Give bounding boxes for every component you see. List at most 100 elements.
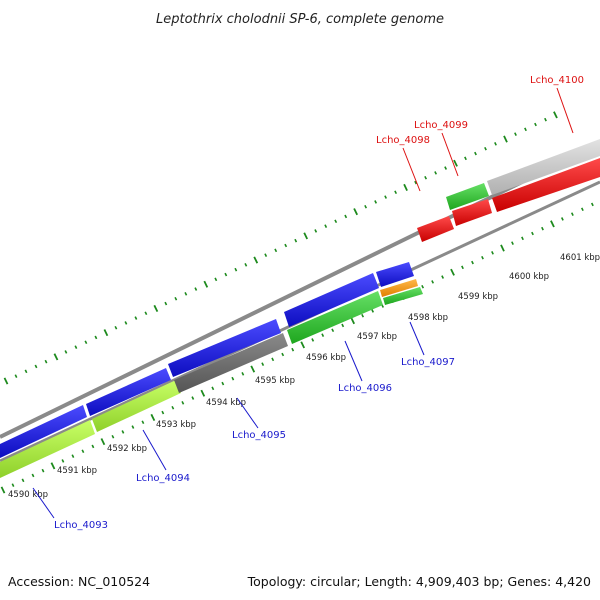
upper-tick: [84, 340, 88, 345]
upper-tick: [114, 325, 118, 330]
lower-tick: [341, 323, 345, 328]
gene-block-lcho-4097-blue[interactable]: [376, 262, 414, 287]
lower-tick: [291, 347, 295, 352]
lower-tick: [250, 365, 256, 373]
upper-tick: [234, 267, 238, 272]
lower-tick: [181, 401, 185, 405]
upper-tick: [103, 329, 109, 337]
gene-label-lcho-4093[interactable]: Lcho_4093: [54, 520, 108, 531]
kbp-label: 4591 kbp: [57, 466, 97, 476]
leader-line-lcho-4098: [402, 147, 421, 192]
upper-tick: [494, 142, 497, 146]
upper-tick: [424, 175, 428, 180]
lower-tick: [321, 333, 325, 337]
upper-tick: [253, 256, 259, 264]
upper-tick: [34, 364, 38, 369]
upper-tick: [324, 224, 328, 228]
upper-tick: [64, 350, 68, 354]
lower-tick: [550, 220, 555, 228]
lower-tick: [231, 376, 235, 381]
upper-tick: [553, 111, 558, 119]
map-title: Leptothrix cholodnii SP-6, complete geno…: [156, 12, 444, 27]
lower-tick: [191, 396, 195, 400]
upper-tick: [353, 208, 359, 216]
leader-line-lcho-4097: [409, 321, 425, 356]
gene-block-lcho-4094-blue[interactable]: [86, 368, 171, 416]
upper-tick: [524, 127, 527, 132]
lower-tick: [511, 241, 514, 245]
upper-tick: [394, 190, 398, 195]
gene-label-lcho-4098[interactable]: Lcho_4098: [376, 135, 430, 146]
lower-tick: [521, 236, 524, 241]
leader-line-lcho-4095: [236, 397, 259, 429]
gene-block-lcho-4097-orange[interactable]: [380, 279, 418, 297]
lower-tick: [0, 486, 6, 494]
gene-block-lcho-4093-lime[interactable]: [0, 420, 95, 478]
upper-tick: [3, 377, 9, 385]
kbp-label: 4594 kbp: [206, 398, 246, 408]
gene-block-lcho-4093-blue[interactable]: [0, 405, 87, 458]
gene-label-lcho-4096[interactable]: Lcho_4096: [338, 383, 392, 394]
gene-block-lcho-4098-red[interactable]: [417, 216, 454, 242]
lower-tick: [271, 357, 275, 362]
lower-tick: [531, 231, 534, 236]
kbp-label: 4598 kbp: [408, 313, 448, 323]
gene-label-lcho-4095[interactable]: Lcho_4095: [232, 430, 286, 441]
lower-tick: [331, 328, 335, 333]
genome-summary-text: Topology: circular; Length: 4,909,403 bp…: [247, 574, 591, 589]
upper-tick: [334, 219, 338, 224]
lower-tick: [111, 434, 115, 439]
gene-block-lcho-4099-red[interactable]: [452, 199, 492, 226]
genome-backbone-forward: [0, 142, 600, 439]
gene-block-lcho-4096-green[interactable]: [287, 291, 383, 344]
upper-tick: [224, 272, 228, 277]
upper-tick: [194, 287, 198, 291]
gene-label-lcho-4100[interactable]: Lcho_4100: [530, 75, 584, 86]
leader-line-lcho-4096: [344, 340, 363, 382]
kbp-label: 4601 kbp: [560, 253, 600, 263]
kbp-label: 4596 kbp: [306, 353, 346, 363]
gene-block-lcho-4096-blue[interactable]: [284, 273, 379, 327]
leader-line-lcho-4100: [556, 87, 574, 134]
kbp-label: 4593 kbp: [156, 420, 196, 430]
upper-tick: [514, 132, 517, 136]
lower-tick: [50, 462, 56, 470]
upper-tick: [184, 292, 188, 296]
gene-block-lcho-4100-lightgray[interactable]: [487, 139, 600, 195]
upper-tick: [94, 335, 98, 340]
lower-tick: [100, 438, 106, 446]
lower-tick: [500, 244, 505, 252]
lower-tick: [241, 372, 245, 376]
lower-tick: [570, 212, 574, 216]
lower-tick: [281, 352, 285, 357]
gene-block-lcho-4100-red[interactable]: [492, 158, 600, 212]
gene-label-lcho-4099[interactable]: Lcho_4099: [414, 120, 468, 131]
lower-tick: [431, 280, 435, 284]
upper-tick: [274, 248, 278, 253]
upper-tick: [464, 156, 467, 161]
lower-tick: [471, 260, 474, 265]
upper-tick: [474, 151, 477, 156]
lower-tick: [150, 413, 156, 421]
upper-tick: [534, 122, 537, 127]
kbp-label: 4597 kbp: [357, 332, 397, 342]
upper-tick: [344, 214, 348, 219]
gene-block-lcho-4094-lime[interactable]: [92, 380, 181, 432]
lower-tick: [481, 255, 484, 260]
gene-label-lcho-4097[interactable]: Lcho_4097: [401, 357, 455, 368]
lower-tick: [121, 430, 125, 434]
upper-tick: [44, 359, 48, 364]
upper-tick: [74, 345, 78, 349]
gene-block-lcho-4095-darkgray[interactable]: [174, 333, 288, 393]
upper-tick: [314, 229, 318, 233]
lower-tick: [450, 268, 455, 276]
gene-block-lcho-4097-green[interactable]: [383, 287, 423, 305]
gene-block-lcho-4095-blue[interactable]: [168, 319, 281, 377]
lower-tick: [171, 405, 175, 410]
upper-tick: [434, 171, 438, 175]
upper-tick: [484, 146, 487, 151]
gene-block-lcho-4099-green[interactable]: [446, 183, 489, 210]
upper-tick: [124, 321, 128, 325]
gene-label-lcho-4094[interactable]: Lcho_4094: [136, 473, 190, 484]
upper-tick: [153, 304, 159, 312]
